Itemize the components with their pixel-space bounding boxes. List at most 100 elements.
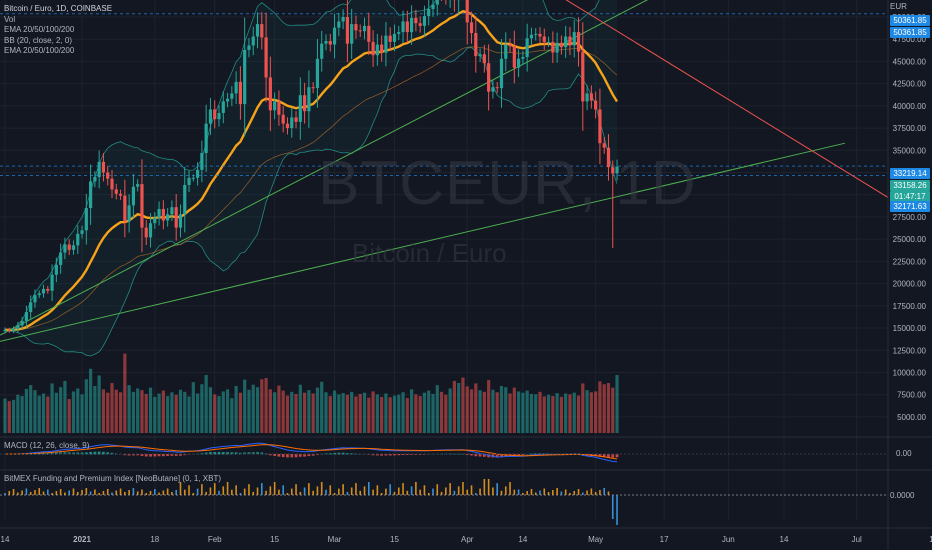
funding-bar <box>55 491 58 495</box>
volume-bar <box>517 391 521 433</box>
candle-body <box>213 109 217 120</box>
funding-bar <box>273 482 276 495</box>
funding-bar <box>21 490 23 495</box>
candle-body <box>24 312 28 321</box>
candle-body <box>290 117 294 129</box>
legend-ema-2[interactable]: EMA 20/50/100/200 <box>4 46 75 55</box>
candle-body <box>50 274 54 291</box>
funding-bar <box>128 490 130 495</box>
y-tick-label: 45000.00 <box>893 57 927 66</box>
y-tick-label: 35000.00 <box>893 146 927 155</box>
candle-body <box>294 117 298 122</box>
macd-label[interactable]: MACD (12, 26, close, 9) <box>4 441 90 450</box>
volume-bar <box>461 377 465 433</box>
macd-histogram-bar <box>598 454 602 457</box>
volume-bar <box>529 393 534 433</box>
volume-bar <box>93 385 97 433</box>
funding-bar <box>534 492 537 495</box>
candle-body <box>7 329 11 331</box>
y-tick-label: 37500.00 <box>893 124 927 133</box>
volume-bar <box>106 392 110 433</box>
funding-label[interactable]: BitMEX Funding and Premium Index [NeoBut… <box>4 474 221 483</box>
funding-bar <box>607 491 610 495</box>
macd-histogram-bar <box>37 452 41 455</box>
price-tag-high-1: 50361.85 <box>890 15 930 26</box>
candle-body <box>307 87 311 112</box>
volume-bar <box>80 394 84 433</box>
candle-body <box>418 23 422 26</box>
volume-bar <box>311 393 315 433</box>
macd-histogram-bar <box>84 452 88 455</box>
funding-bar <box>256 487 259 495</box>
volume-bar <box>401 392 405 433</box>
funding-bar <box>423 485 426 495</box>
volume-bars <box>3 353 619 433</box>
macd-histogram-bar <box>174 454 178 456</box>
candle-body <box>320 43 324 59</box>
candle-body <box>153 217 157 224</box>
volume-bar <box>7 401 11 433</box>
volume-bar <box>264 377 268 433</box>
legend-symbol[interactable]: Bitcoin / Euro, 1D, COINBASE <box>4 4 113 13</box>
funding-bar <box>496 483 498 495</box>
candle-body <box>140 184 144 228</box>
funding-bar <box>47 489 49 495</box>
candle-body <box>89 181 93 209</box>
candle-body <box>615 166 619 174</box>
funding-bar <box>124 492 126 495</box>
volume-bar <box>153 396 157 433</box>
volume-bar <box>161 390 165 433</box>
y-tick-label: 20000.00 <box>893 280 927 289</box>
candle-body <box>196 169 200 178</box>
candle-body <box>362 25 367 32</box>
y-tick-label: 25000.00 <box>893 235 927 244</box>
legend-vol[interactable]: Vol <box>4 14 16 24</box>
candle-body <box>148 223 153 238</box>
funding-bar <box>372 489 374 495</box>
macd-histogram-bar <box>153 454 157 457</box>
candle-body <box>144 227 148 238</box>
volume-bar <box>157 393 161 433</box>
candle-body <box>375 44 379 56</box>
macd-histogram-bar <box>106 452 110 455</box>
candle-body <box>136 184 140 187</box>
macd-histogram-bar <box>461 453 465 455</box>
candle-body <box>581 51 585 102</box>
volume-bar <box>487 380 491 433</box>
trend-lines <box>0 0 889 342</box>
legend: Bitcoin / Euro, 1D, COINBASE Vol EMA 20/… <box>4 4 112 57</box>
funding-bar <box>132 488 135 495</box>
funding-bar <box>573 491 576 495</box>
macd-histogram-bar <box>405 454 409 455</box>
funding-bar <box>449 483 451 495</box>
volume-bar <box>247 389 251 433</box>
funding-bar <box>76 492 79 495</box>
legend-ema-1[interactable]: EMA 20/50/100/200 <box>4 25 75 34</box>
candle-body <box>311 87 315 89</box>
funding-bar <box>222 486 225 495</box>
legend-bb[interactable]: BB (20, close, 2, 0) <box>4 35 73 45</box>
volume-bar <box>243 379 247 433</box>
volume-bar <box>332 390 337 433</box>
volume-bar <box>439 391 444 433</box>
macd-histogram-bar <box>512 454 516 456</box>
funding-bar <box>316 486 319 495</box>
candle-body <box>315 58 320 89</box>
candle-body <box>208 109 213 124</box>
funding-bar <box>577 489 580 495</box>
macd-histogram-bar <box>97 451 101 455</box>
candle-body <box>542 36 546 42</box>
funding-bar <box>29 492 32 495</box>
candle-body <box>161 208 165 221</box>
candle-body <box>538 33 542 37</box>
volume-bar <box>444 394 448 433</box>
funding-bar <box>427 493 430 495</box>
macd-histogram-bar <box>328 453 332 455</box>
watermark-name: Bitcoin / Euro <box>352 238 507 268</box>
bb-fill <box>5 0 617 356</box>
funding-bar <box>269 486 272 495</box>
macd-histogram-bar <box>602 454 606 458</box>
volume-bar <box>469 389 474 433</box>
macd-line <box>5 442 618 463</box>
